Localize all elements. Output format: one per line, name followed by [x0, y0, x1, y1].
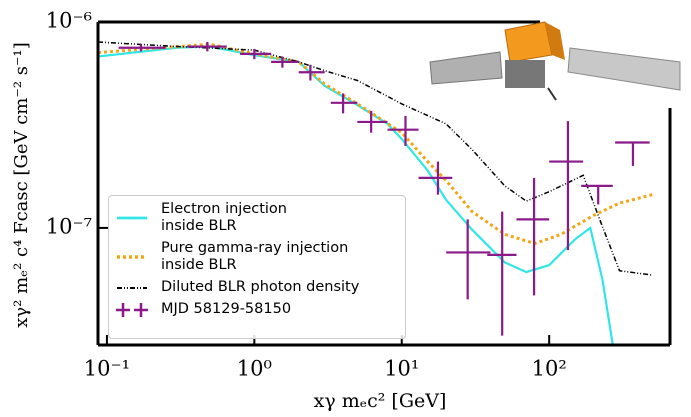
series-line [98, 41, 653, 276]
legend-label: MJD 58129-58150 [161, 301, 292, 317]
satellite [429, 21, 681, 101]
legend-swatch [116, 302, 148, 317]
x-tick-label: 10¹ [384, 357, 419, 381]
legend-label: Pure gamma-ray injection inside BLR [161, 240, 349, 273]
legend: Electron injection inside BLR Pure gamma-… [108, 195, 406, 339]
legend-label: Diluted BLR photon density [161, 279, 360, 295]
y-tick-label: 10⁻⁷ [46, 214, 92, 238]
x-tick-label: 10⁰ [237, 357, 272, 381]
y-axis-label: xγ² mₑ² c⁴ Fcasc [GeV cm⁻² s⁻¹] [11, 42, 32, 328]
x-tick-label: 10² [532, 357, 567, 381]
legend-entry: MJD 58129-58150 [115, 301, 399, 318]
legend-swatch [117, 255, 147, 259]
x-axis-label: xγ mₑc² [GeV] [314, 390, 447, 412]
legend-entry: Pure gamma-ray injection inside BLR [115, 240, 399, 274]
x-tick-label: 10⁻¹ [84, 357, 130, 381]
legend-label: Electron injection inside BLR [161, 201, 287, 234]
legend-entry: Diluted BLR photon density [115, 279, 399, 296]
y-tick-label: 10⁻⁶ [46, 9, 92, 33]
legend-swatch [117, 216, 147, 220]
legend-entry: Electron injection inside BLR [115, 201, 399, 235]
legend-swatch [117, 286, 147, 289]
